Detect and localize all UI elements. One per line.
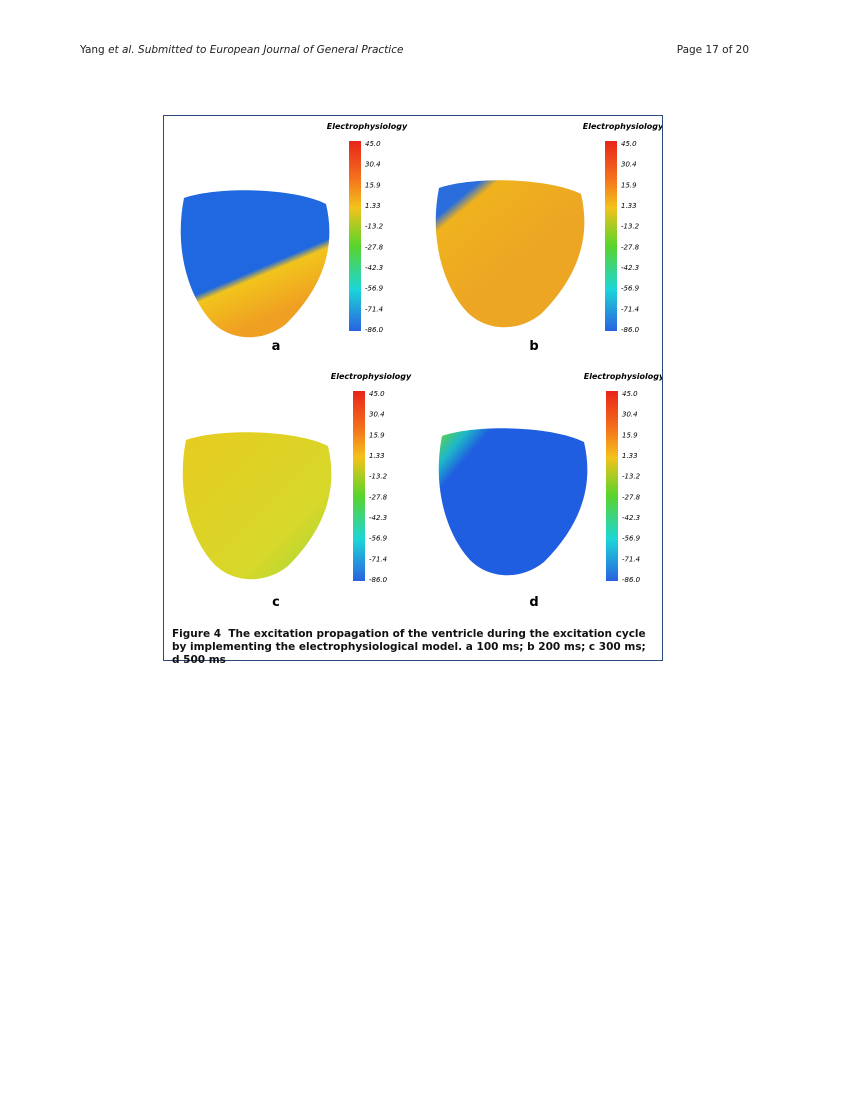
colorbar-label: -27.8 [621,243,640,251]
colorbar-label: 45.0 [622,390,638,398]
colorbar-label: -13.2 [369,473,388,481]
colorbar [349,141,361,331]
colorbar-label: 30.4 [369,411,385,419]
colorbar-label: -71.4 [369,555,387,563]
colorbar-label: -86.0 [622,576,641,584]
panel-letter: d [529,595,538,610]
colorbar-label: 30.4 [621,161,637,169]
colorbar-label: 45.0 [365,140,381,148]
colorbar-label: 15.9 [621,181,637,189]
colorbar-label: -86.0 [365,326,384,334]
colorbar-label: -27.8 [622,493,641,501]
panel-letter: b [529,339,538,354]
colorbar-label: -13.2 [365,223,384,231]
caption-label: Figure 4 [172,628,222,640]
colorbar-label: -56.9 [365,285,384,293]
colorbar-label: -13.2 [622,473,641,481]
colorbar-label: 15.9 [369,431,385,439]
colorbar-label: 30.4 [622,411,638,419]
panel-letter: a [272,339,281,354]
colorbar [353,391,365,581]
colorbar-label: -42.3 [365,264,383,272]
running-header: Yang et al. Submitted to European Journa… [80,44,403,56]
colorbar-label: -42.3 [621,264,639,272]
colorbar-label: -27.8 [365,243,384,251]
colorbar-label: -86.0 [621,326,640,334]
colorbar-title: Electrophysiology [583,122,662,131]
colorbar-label: -56.9 [621,285,640,293]
colorbar-label: -42.3 [622,514,640,522]
colorbar [605,141,617,331]
colorbar-label: 1.33 [365,202,381,210]
ventricle-model [435,180,585,328]
colorbar-label: 15.9 [622,431,638,439]
ventricle-model [438,428,588,576]
colorbar-label: 1.33 [369,452,385,460]
et-al: et al. [108,44,135,56]
colorbar-label: -56.9 [369,535,388,543]
colorbar-label: -71.4 [622,555,640,563]
colorbar-label: 15.9 [365,181,381,189]
colorbar-title: Electrophysiology [327,122,408,131]
colorbar-label: 1.33 [622,452,638,460]
colorbar-label: 45.0 [369,390,385,398]
ventricle-model [182,432,332,580]
ventricle-model [180,190,330,338]
colorbar-label: -27.8 [369,493,388,501]
colorbar-label: 30.4 [365,161,381,169]
colorbar-title: Electrophysiology [584,372,662,381]
figure: Electrophysiology 45.0 30.4 15.9 1.33 -13.2 -2… [163,115,665,666]
author: Yang [80,44,105,56]
colorbar-label: -71.4 [365,305,383,313]
caption-text: The excitation propagation of the ventri… [172,628,646,666]
colorbar-label: -13.2 [621,223,640,231]
journal: Submitted to European Journal of General… [138,44,404,56]
colorbar-label: -56.9 [622,535,641,543]
page-number: Page 17 of 20 [676,44,749,56]
colorbar-label: 1.33 [621,202,637,210]
caption: Figure 4 The excitation propagation of t… [172,628,652,667]
panel-letter: c [272,595,280,610]
figure-image: Electrophysiology 45.0 30.4 15.9 1.33 -13.2 -2… [180,122,665,610]
colorbar-title: Electrophysiology [331,372,412,381]
colorbar [606,391,618,581]
colorbar-label: -42.3 [369,514,387,522]
colorbar-label: -86.0 [369,576,388,584]
colorbar-label: -71.4 [621,305,639,313]
colorbar-label: 45.0 [621,140,637,148]
